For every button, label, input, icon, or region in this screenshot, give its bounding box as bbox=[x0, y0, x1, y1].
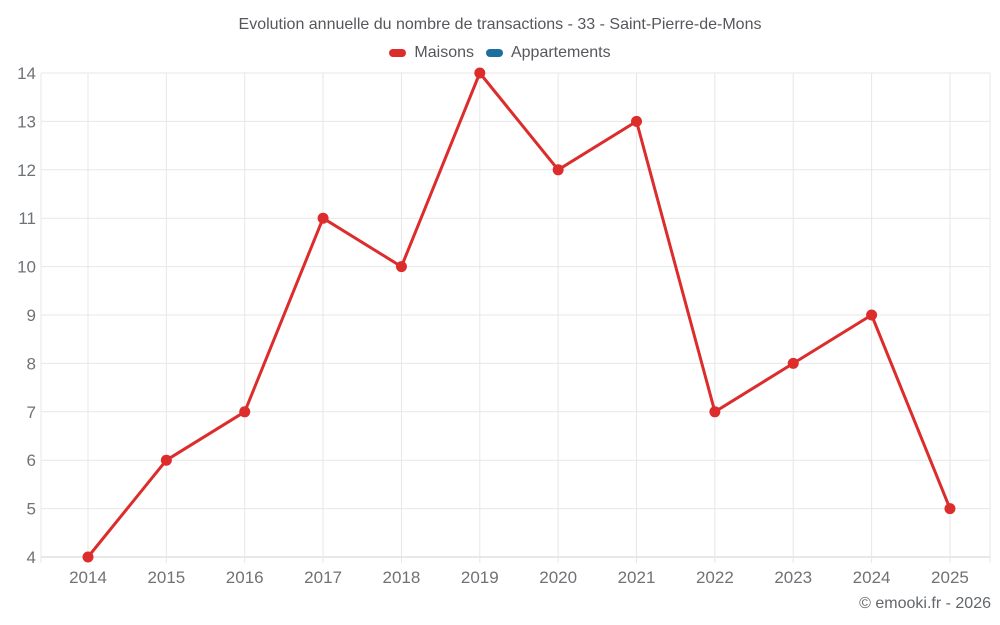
x-tick-label: 2017 bbox=[304, 568, 342, 587]
data-point-maisons-2024[interactable] bbox=[866, 309, 878, 321]
legend-label-maisons: Maisons bbox=[414, 44, 474, 61]
data-point-maisons-2022[interactable] bbox=[709, 406, 721, 418]
x-tick-label: 2024 bbox=[853, 568, 891, 587]
data-point-maisons-2015[interactable] bbox=[160, 454, 172, 466]
y-tick-label: 5 bbox=[27, 500, 36, 519]
appartements-series-swatch-icon bbox=[485, 49, 503, 57]
x-tick-label: 2016 bbox=[226, 568, 264, 587]
maisons-series-swatch-icon bbox=[389, 49, 407, 57]
data-point-maisons-2019[interactable] bbox=[474, 67, 486, 79]
data-point-maisons-2014[interactable] bbox=[82, 551, 94, 563]
data-point-maisons-2021[interactable] bbox=[631, 115, 643, 127]
data-point-maisons-2017[interactable] bbox=[317, 212, 329, 224]
y-tick-label: 12 bbox=[17, 161, 36, 180]
legend-item-maisons[interactable]: Maisons bbox=[389, 44, 474, 62]
data-point-maisons-2016[interactable] bbox=[239, 406, 251, 418]
data-point-maisons-2018[interactable] bbox=[395, 261, 407, 273]
data-point-maisons-2023[interactable] bbox=[787, 357, 799, 369]
x-tick-label: 2022 bbox=[696, 568, 734, 587]
x-tick-label: 2018 bbox=[383, 568, 421, 587]
x-tick-label: 2020 bbox=[539, 568, 577, 587]
y-tick-label: 14 bbox=[17, 64, 36, 83]
x-tick-label: 2019 bbox=[461, 568, 499, 587]
chart-legend: Maisons Appartements bbox=[0, 44, 1000, 62]
y-tick-label: 10 bbox=[17, 258, 36, 277]
y-tick-label: 11 bbox=[18, 209, 36, 228]
y-tick-label: 7 bbox=[27, 403, 36, 422]
x-tick-label: 2023 bbox=[774, 568, 812, 587]
x-tick-label: 2015 bbox=[147, 568, 185, 587]
maisons-line bbox=[86, 71, 952, 559]
x-tick-label: 2021 bbox=[618, 568, 656, 587]
x-tick-label: 2025 bbox=[931, 568, 969, 587]
legend-item-appartements[interactable]: Appartements bbox=[485, 44, 611, 62]
copyright-credit: © emooki.fr - 2026 bbox=[859, 595, 991, 612]
y-tick-label: 6 bbox=[27, 451, 36, 470]
chart-title: Evolution annuelle du nombre de transact… bbox=[238, 16, 762, 33]
data-point-maisons-2020[interactable] bbox=[552, 164, 564, 176]
y-tick-label: 9 bbox=[27, 306, 36, 325]
data-point-maisons-2025[interactable] bbox=[944, 503, 956, 515]
y-tick-label: 4 bbox=[27, 548, 36, 567]
legend-label-appartements: Appartements bbox=[510, 44, 611, 61]
y-tick-label: 8 bbox=[27, 354, 36, 373]
x-tick-label: 2014 bbox=[69, 568, 107, 587]
y-tick-label: 13 bbox=[17, 112, 36, 131]
